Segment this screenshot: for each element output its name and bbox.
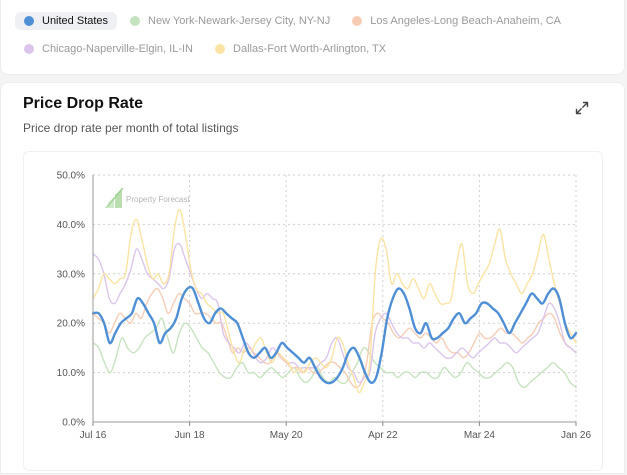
chart-container: Property Forecast 0.0% 10.0% 20.0% 30.0% 40.… <box>23 151 603 471</box>
expand-icon[interactable] <box>573 99 591 117</box>
price-drop-rate-card: Price Drop Rate Price drop rate per mont… <box>0 82 625 474</box>
legend-label: New York-Newark-Jersey City, NY-NJ <box>148 15 331 27</box>
y-tick-label: 50.0% <box>57 171 85 182</box>
x-tick-label: Apr 22 <box>368 430 398 441</box>
legend-item-dallas[interactable]: Dallas-Fort Worth-Arlington, TX <box>206 40 395 58</box>
legend-dot-icon <box>24 44 34 54</box>
legend-label: Dallas-Fort Worth-Arlington, TX <box>233 43 387 55</box>
series-line-united-states[interactable] <box>91 285 578 385</box>
y-tick-label: 0.0% <box>62 418 85 429</box>
legend-dot-icon <box>24 16 34 26</box>
legend-label: United States <box>42 15 109 27</box>
x-tick-label: Mar 24 <box>464 430 496 441</box>
legend-card: United States New York-Newark-Jersey Cit… <box>0 0 625 75</box>
legend-dot-icon <box>352 16 363 26</box>
grid <box>92 174 577 422</box>
series-line-dallas-fort-worth-arlington-tx[interactable] <box>92 208 577 394</box>
legend-row-2: Chicago-Naperville-Elgin, IL-IN Dallas-F… <box>15 40 395 58</box>
y-tick-label: 40.0% <box>57 220 85 231</box>
legend-item-chicago[interactable]: Chicago-Naperville-Elgin, IL-IN <box>15 40 202 58</box>
axes: 0.0% 10.0% 20.0% 30.0% 40.0% 50.0% Jul 16 Jun 1… <box>57 171 592 442</box>
series-line-new-york-newark-jersey-city-ny-nj[interactable] <box>92 317 577 389</box>
x-tick-label: Jun 18 <box>175 430 205 441</box>
chart-subtitle: Price drop rate per month of total listi… <box>23 121 239 135</box>
legend-item-united-states[interactable]: United States <box>15 12 118 30</box>
watermark: Property Forecast <box>105 187 190 209</box>
watermark-text: Property Forecast <box>126 195 190 204</box>
legend-label: Chicago-Naperville-Elgin, IL-IN <box>42 43 194 55</box>
legend-dot-icon <box>130 16 141 26</box>
legend-row-1: United States New York-Newark-Jersey Cit… <box>15 12 570 30</box>
chart-title: Price Drop Rate <box>23 95 144 112</box>
y-tick-label: 10.0% <box>57 368 85 379</box>
property-forecast-logo-icon <box>105 187 124 209</box>
price-drop-chart: Property Forecast 0.0% 10.0% 20.0% 30.0% 40.… <box>57 171 592 442</box>
legend-item-los-angeles[interactable]: Los Angeles-Long Beach-Anaheim, CA <box>343 12 570 30</box>
series-line-los-angeles-long-beach-anaheim-ca[interactable] <box>92 287 577 389</box>
x-tick-label: May 20 <box>270 430 303 441</box>
x-tick-label: Jul 16 <box>80 430 107 441</box>
legend-item-new-york[interactable]: New York-Newark-Jersey City, NY-NJ <box>121 12 339 30</box>
series-line-chicago-naperville-elgin-il-in[interactable] <box>92 242 577 384</box>
legend-label: Los Angeles-Long Beach-Anaheim, CA <box>370 15 561 27</box>
y-tick-label: 20.0% <box>57 319 85 330</box>
legend-dot-icon <box>215 44 226 54</box>
series-lines <box>91 208 578 394</box>
x-tick-label: Jan 26 <box>561 430 591 441</box>
y-tick-label: 30.0% <box>57 269 85 280</box>
